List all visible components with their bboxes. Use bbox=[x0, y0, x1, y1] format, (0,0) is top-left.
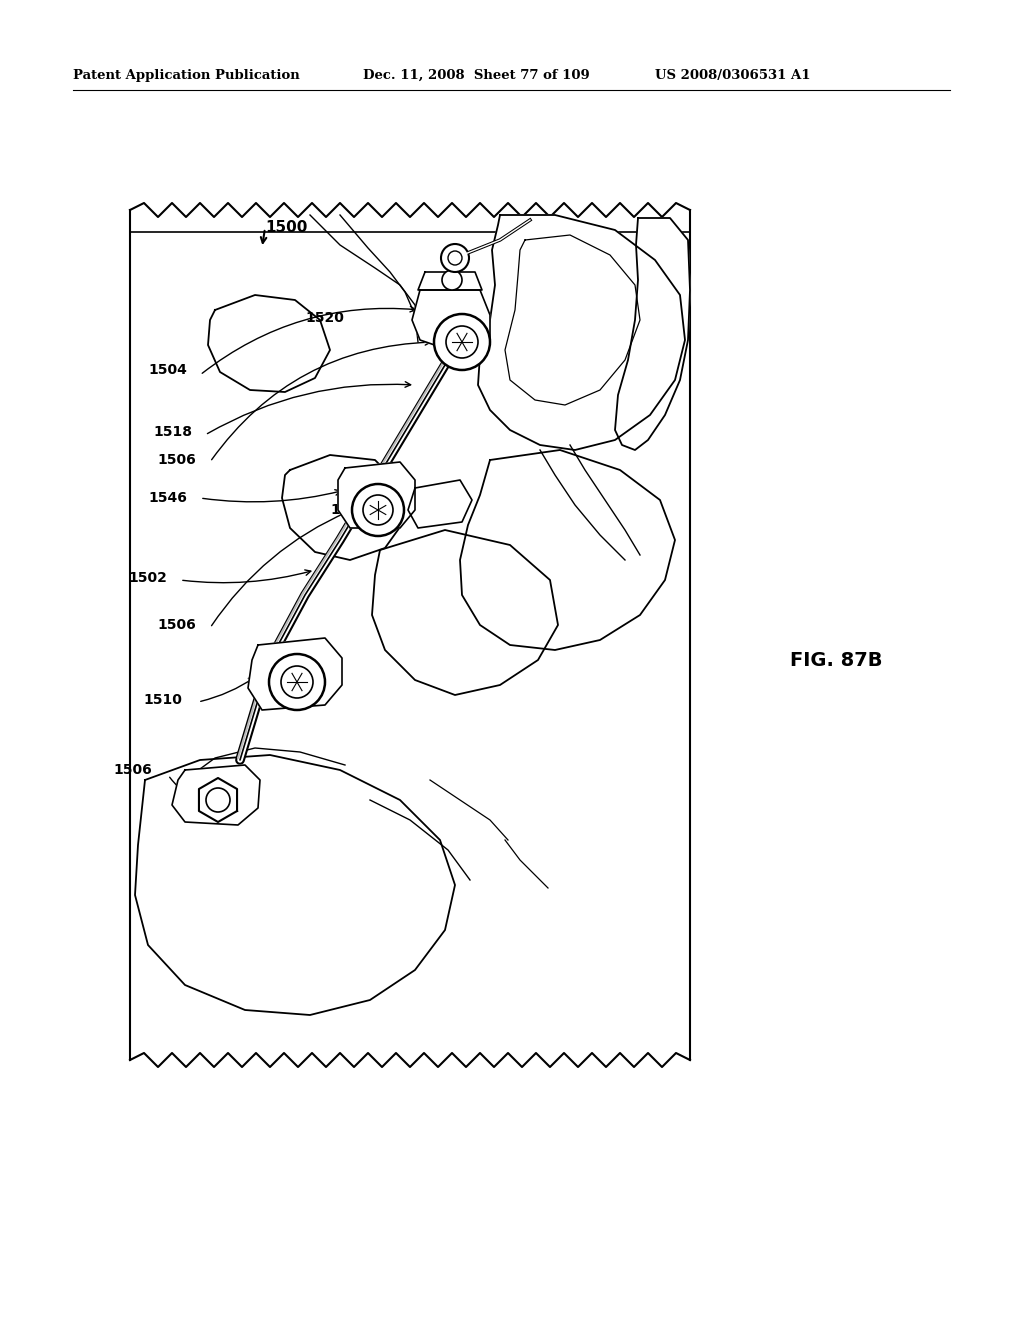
Text: 1500: 1500 bbox=[265, 220, 307, 235]
Circle shape bbox=[446, 326, 478, 358]
Text: Patent Application Publication: Patent Application Publication bbox=[73, 69, 300, 82]
Polygon shape bbox=[135, 755, 455, 1015]
Polygon shape bbox=[338, 462, 415, 528]
Polygon shape bbox=[460, 450, 675, 649]
Text: 1510: 1510 bbox=[143, 693, 182, 708]
Text: 1506: 1506 bbox=[113, 763, 152, 777]
Text: 1520: 1520 bbox=[305, 312, 344, 325]
Text: US 2008/0306531 A1: US 2008/0306531 A1 bbox=[655, 69, 811, 82]
Circle shape bbox=[206, 788, 230, 812]
Text: Dec. 11, 2008  Sheet 77 of 109: Dec. 11, 2008 Sheet 77 of 109 bbox=[362, 69, 590, 82]
Text: FIG. 87B: FIG. 87B bbox=[790, 651, 883, 669]
Polygon shape bbox=[412, 290, 490, 352]
Circle shape bbox=[352, 484, 404, 536]
Circle shape bbox=[449, 251, 462, 265]
Polygon shape bbox=[282, 455, 406, 560]
Circle shape bbox=[441, 244, 469, 272]
Polygon shape bbox=[408, 480, 472, 528]
Polygon shape bbox=[199, 777, 237, 822]
Polygon shape bbox=[248, 638, 342, 710]
Text: 1518: 1518 bbox=[153, 425, 193, 440]
Polygon shape bbox=[372, 531, 558, 696]
Circle shape bbox=[362, 495, 393, 525]
Polygon shape bbox=[172, 766, 260, 825]
Polygon shape bbox=[478, 215, 685, 450]
Polygon shape bbox=[418, 272, 482, 290]
Polygon shape bbox=[615, 218, 690, 450]
Text: 1506: 1506 bbox=[157, 618, 196, 632]
Circle shape bbox=[442, 271, 462, 290]
Text: 1504: 1504 bbox=[148, 363, 186, 378]
Circle shape bbox=[269, 653, 325, 710]
Circle shape bbox=[281, 667, 313, 698]
Text: 1502: 1502 bbox=[128, 572, 167, 585]
Circle shape bbox=[434, 314, 490, 370]
Text: 1546: 1546 bbox=[148, 491, 186, 506]
Polygon shape bbox=[208, 294, 330, 392]
Text: 1530: 1530 bbox=[330, 503, 369, 517]
Text: 1506: 1506 bbox=[157, 453, 196, 467]
